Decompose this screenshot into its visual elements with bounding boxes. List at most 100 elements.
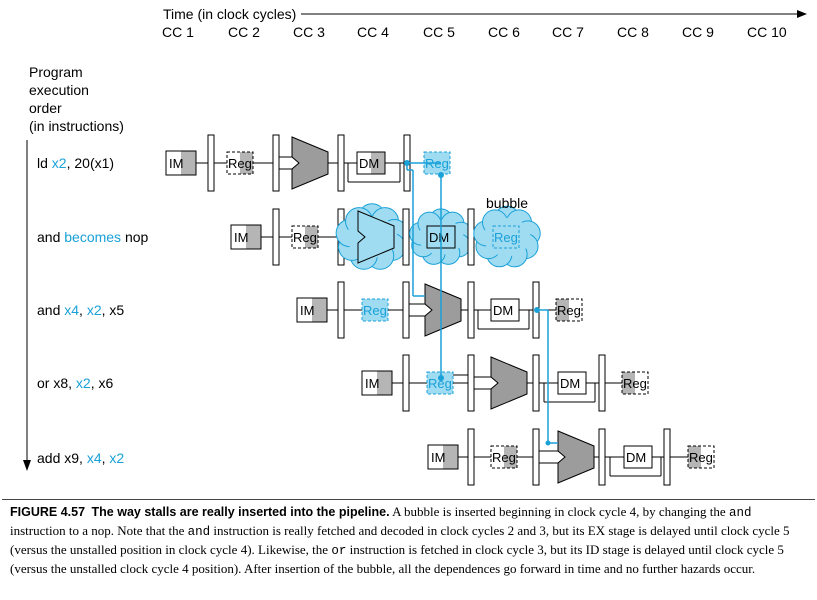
- im-box-shade: [312, 298, 327, 322]
- cc-label: CC 10: [747, 24, 787, 40]
- figure-title: The way stalls are really inserted into …: [91, 505, 390, 519]
- dm-label: DM: [359, 156, 379, 171]
- pipeline-register: [337, 134, 345, 192]
- reg-label: Reg: [689, 450, 713, 465]
- instruction-text: add x9,: [37, 450, 87, 466]
- im-label: IM: [300, 303, 314, 318]
- bubble-label: bubble: [486, 195, 529, 211]
- reg-read-shade: [305, 226, 318, 248]
- instruction-label: ld x2, 20(x1): [37, 155, 114, 171]
- reg-label: Reg: [492, 450, 516, 465]
- reg-box-outline: [226, 151, 254, 175]
- caption-code: and: [728, 506, 752, 520]
- im-box-shade: [377, 371, 392, 395]
- reg-label: Reg: [494, 230, 518, 245]
- reg-write-shade: [622, 372, 635, 394]
- dm-label: DM: [429, 230, 449, 245]
- register-highlight: x4: [64, 302, 80, 318]
- reg-write-shade: [556, 299, 569, 321]
- forwarding-node: [545, 440, 551, 446]
- caption-text: instruction is fetched in clock cycle 3,…: [10, 542, 784, 576]
- cc-label: CC 7: [552, 24, 584, 40]
- pipeline-register: [402, 208, 410, 266]
- reg-box: [492, 225, 520, 249]
- time-axis-arrowhead: [797, 10, 807, 18]
- time-axis-title: Time (in clock cycles): [163, 6, 297, 22]
- instruction-label: and becomes nop: [37, 229, 148, 245]
- register-highlight: x2: [86, 302, 102, 318]
- caption-text: instruction is really fetched and decode…: [10, 523, 790, 557]
- pipeline-register: [467, 428, 475, 486]
- im-label: IM: [169, 156, 183, 171]
- im-label: IM: [365, 376, 379, 391]
- dm-label: DM: [560, 376, 580, 391]
- cc-label: CC 1: [162, 24, 194, 40]
- order-label-line: execution: [29, 82, 89, 98]
- caption-divider: [2, 499, 815, 500]
- figure-number: FIGURE 4.57: [10, 505, 86, 519]
- instruction-text: , x5: [101, 302, 125, 318]
- reg-read-shade: [240, 152, 253, 174]
- reg-box-outline: [555, 298, 583, 322]
- reg-read-shade: [504, 446, 517, 468]
- instruction-label: add x9, x4, x2: [37, 450, 124, 466]
- figure-caption-body: A bubble is inserted beginning in clock …: [10, 504, 790, 576]
- instruction-text: , 20(x1): [66, 155, 115, 171]
- reg-label: Reg: [623, 376, 647, 391]
- reg-label: Reg: [557, 303, 581, 318]
- figure-caption: FIGURE 4.57 The way stalls are really in…: [10, 503, 810, 577]
- pipeline-register: [207, 134, 215, 192]
- im-box-shade: [443, 445, 458, 469]
- pipeline-register: [272, 134, 280, 192]
- pipeline-register: [598, 428, 606, 486]
- reg-label: Reg: [428, 376, 452, 391]
- instruction-label: or x8, x2, x6: [37, 375, 113, 391]
- alu-shape: [557, 430, 595, 484]
- order-label-line: (in instructions): [29, 118, 124, 134]
- register-highlight: x2: [51, 155, 67, 171]
- alu-shape: [357, 210, 395, 264]
- dm-label: DM: [626, 450, 646, 465]
- cc-label: CC 4: [357, 24, 389, 40]
- order-label-line: order: [29, 100, 62, 116]
- dm-shade: [371, 152, 385, 174]
- cc-label: CC 3: [293, 24, 325, 40]
- instruction-text: and: [37, 302, 65, 318]
- pipeline-register: [532, 354, 540, 412]
- dm-label: DM: [493, 303, 513, 318]
- reg-write-shade: [688, 446, 701, 468]
- pipeline-register: [402, 354, 410, 412]
- reg-label: Reg: [228, 156, 252, 171]
- instruction-text: and: [37, 229, 65, 245]
- cc-label: CC 9: [682, 24, 714, 40]
- pipeline-register: [532, 428, 540, 486]
- caption-code: and: [187, 525, 211, 539]
- pipeline-register: [467, 354, 475, 412]
- register-highlight: x2: [75, 375, 91, 391]
- instruction-text: , x6: [90, 375, 114, 391]
- im-label: IM: [431, 450, 445, 465]
- cc-label: CC 2: [228, 24, 260, 40]
- im-box-shade: [246, 225, 261, 249]
- reg-box-outline: [621, 371, 649, 395]
- im-box-shade: [181, 151, 196, 175]
- pipeline-register: [337, 281, 345, 339]
- im-label: IM: [234, 230, 248, 245]
- cc-label: CC 5: [423, 24, 455, 40]
- caption-code: or: [331, 544, 347, 558]
- pipeline-register: [467, 281, 475, 339]
- cc-label: CC 8: [617, 24, 649, 40]
- instruction-text: ld: [37, 155, 52, 171]
- reg-box-outline: [687, 445, 715, 469]
- instruction-text: or x8,: [37, 375, 76, 391]
- pipeline-register: [467, 208, 475, 266]
- pipeline-diagram: IM Reg DM Reg IM Reg DM Reg IM Reg DM Reg IM Reg DM Reg…: [23, 10, 807, 486]
- pipeline-register: [272, 208, 280, 266]
- alu-shape: [490, 356, 528, 410]
- instruction-label: and x4, x2, x5: [37, 302, 124, 318]
- reg-label: Reg: [293, 230, 317, 245]
- forwarding-node: [438, 375, 444, 381]
- instruction-text: ,: [79, 302, 87, 318]
- caption-text: A bubble is inserted beginning in clock …: [389, 504, 729, 519]
- alu-shape: [424, 283, 462, 337]
